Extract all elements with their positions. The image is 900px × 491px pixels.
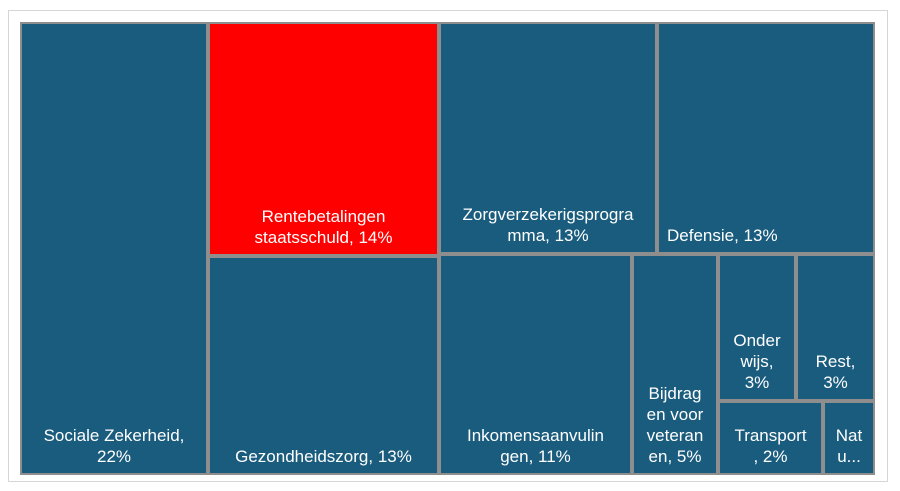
- treemap-tile-label: Gezondheidszorg, 13%: [235, 447, 412, 466]
- treemap-tile-label: en, 5%: [648, 447, 702, 466]
- treemap-tile-label: Defensie, 13%: [667, 226, 778, 245]
- treemap-tile-label: u...: [837, 447, 861, 466]
- treemap-tile-label: Bijdrag: [648, 384, 702, 403]
- treemap-tile-sociale-zekerheid: Sociale Zekerheid, 22%: [20, 22, 208, 475]
- treemap-tile-rentebetalingen-staatsschuld: Rentebetalingen staatsschuld, 14%: [208, 22, 439, 256]
- treemap-tile-label: Transport: [734, 426, 807, 445]
- treemap-tile-rest: Rest, 3%: [796, 254, 875, 401]
- treemap-tile-label: wijs,: [740, 352, 774, 371]
- treemap-chart: Sociale Zekerheid, 22% Rentebetalingen staa…: [20, 22, 875, 475]
- treemap-tile-zorgverzekerigsprogramma: Zorgverzekerigsprogra mma, 13%: [439, 22, 657, 254]
- treemap-tile-bijdragen-voor-veteranen: Bijdrag en voor veteran en, 5%: [632, 254, 718, 475]
- treemap-tile-nat: Nat u...: [823, 401, 875, 475]
- treemap-tile-label: Nat: [835, 426, 863, 445]
- treemap-tile-transport: Transport , 2%: [718, 401, 823, 475]
- treemap-tile-label: gen, 11%: [500, 447, 571, 466]
- treemap-tile-label: veteran: [646, 426, 704, 445]
- treemap-tile-label: Zorgverzekerigsprogra: [462, 205, 634, 224]
- treemap-tile-onderwijs: Onder wijs, 3%: [718, 254, 796, 401]
- treemap-tile-label: en voor: [646, 405, 704, 424]
- treemap-tile-label: 3%: [744, 373, 770, 392]
- treemap-tile-gezondheidszorg: Gezondheidszorg, 13%: [208, 256, 439, 475]
- treemap-tile-label: staatsschuld, 14%: [254, 228, 393, 247]
- treemap-tile-label: Sociale Zekerheid,: [43, 426, 185, 445]
- treemap-tile-label: mma, 13%: [507, 226, 589, 245]
- treemap-tile-label: Rentebetalingen: [261, 207, 386, 226]
- treemap-tile-label: 22%: [96, 447, 132, 466]
- treemap-tile-label: Onder: [733, 331, 781, 350]
- treemap-tile-label: Inkomensaanvulin: [466, 426, 605, 445]
- treemap-tile-label: Rest,: [815, 352, 856, 371]
- treemap-tile-defensie: Defensie, 13%: [657, 22, 875, 254]
- treemap-tile-inkomensaanvulingen: Inkomensaanvulin gen, 11%: [439, 254, 632, 475]
- treemap-tile-label: , 2%: [753, 447, 788, 466]
- treemap-tile-label: 3%: [823, 373, 848, 392]
